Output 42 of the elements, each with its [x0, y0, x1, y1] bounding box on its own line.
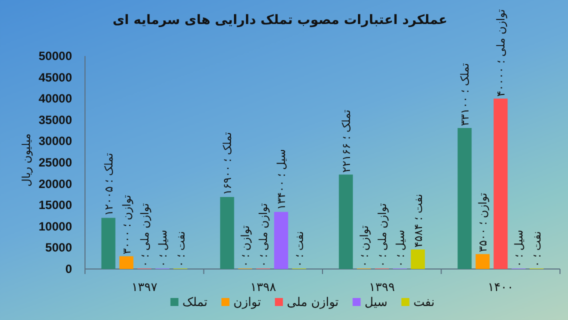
y-tick-label: 35000	[38, 112, 72, 127]
data-label: نفت ؛ ۰	[530, 231, 544, 267]
data-label: سیل ؛ ۰	[394, 230, 407, 267]
data-label: نفت ؛ ۰	[174, 231, 188, 267]
data-label: توازن ملی ؛ ۰	[257, 203, 270, 267]
y-tick-label: 45000	[38, 70, 72, 84]
x-tick-label: ۱۳۹۹	[368, 280, 395, 294]
y-tick-label: 10000	[38, 219, 72, 234]
x-tick-label: ۱۴۰۰	[488, 280, 514, 294]
data-label: نفت ؛ ۴۵۸۴	[412, 194, 425, 248]
data-label: تملک ؛ ۱۲۰۰۵	[102, 152, 116, 216]
y-tick-label: 25000	[38, 156, 72, 170]
y-axis-title: میلیون ریال	[20, 133, 33, 187]
data-label: توازن ملی ؛ ۴۰۰۰۰	[494, 9, 508, 97]
data-label: تملک ؛ ۱۶۹۰۰	[221, 132, 234, 196]
data-label: توازن ؛ ۰	[239, 225, 252, 267]
data-label: سیل ؛ ۰	[156, 230, 170, 267]
y-tick-label: 50000	[38, 49, 72, 63]
data-label: توازن ؛ ۳۰۰۰	[120, 194, 134, 254]
data-label: نفت ؛ ۰	[293, 231, 306, 267]
data-label: توازن ملی ؛ ۰	[376, 203, 389, 267]
legend-label: نفت	[413, 295, 435, 309]
legend-label: سیل	[364, 295, 388, 309]
x-tick-label: ۱۳۹۷	[131, 280, 158, 294]
y-tick-label: 30000	[38, 134, 72, 148]
legend-label: توازن ملی	[286, 295, 339, 309]
data-label: سیل ؛ ۰	[512, 230, 526, 267]
x-tick-label: ۱۳۹۸	[250, 280, 277, 294]
data-label: توازن ؛ ۳۵۰۰	[476, 192, 490, 252]
y-tick-label: 40000	[38, 92, 72, 106]
data-label: توازن ؛ ۰	[358, 225, 371, 267]
y-tick-label: 0	[65, 262, 72, 276]
y-tick-label: 5000	[45, 240, 72, 255]
data-label: توازن ملی ؛ ۰	[138, 203, 152, 267]
legend-label: توازن	[233, 295, 261, 309]
data-label: تملک ؛ ۲۲۱۶۶	[340, 110, 353, 173]
chart-title: عملکرد اعتبارات مصوب تملک دارایی های سرمایه ای	[112, 13, 448, 28]
data-label: سیل ؛ ۱۳۴۰۰	[275, 149, 288, 210]
y-tick-label: 20000	[38, 176, 72, 191]
data-label: تملک ؛ ۳۳۱۰۰	[458, 63, 472, 126]
y-tick-label: 15000	[38, 198, 72, 212]
legend-label: تملک	[182, 295, 208, 309]
